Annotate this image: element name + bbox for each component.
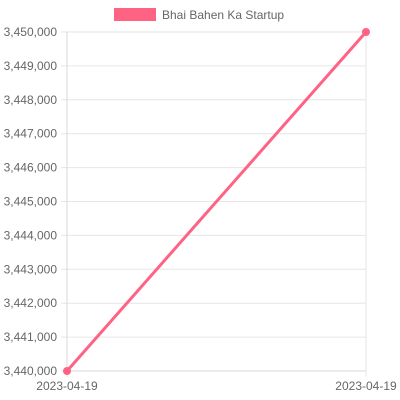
data-point[interactable] — [63, 367, 71, 375]
y-tick-label: 3,446,000 — [4, 161, 58, 175]
axes — [66, 32, 366, 372]
y-tick-label: 3,442,000 — [4, 296, 58, 310]
x-tick-label: 2023-04-19 — [36, 379, 98, 393]
y-tick-label: 3,447,000 — [4, 127, 58, 141]
legend-label[interactable]: Bhai Bahen Ka Startup — [162, 8, 284, 22]
data-point[interactable] — [362, 28, 370, 36]
y-tick-label: 3,440,000 — [4, 364, 58, 378]
y-tick-label: 3,448,000 — [4, 93, 58, 107]
x-tick-label: 2023-04-19 — [335, 379, 397, 393]
y-tick-label: 3,450,000 — [4, 25, 58, 39]
y-tick-label: 3,449,000 — [4, 59, 58, 73]
y-tick-label: 3,444,000 — [4, 228, 58, 242]
y-tick-label: 3,445,000 — [4, 195, 58, 209]
x-axis-ticks: 2023-04-19 2023-04-19 — [36, 379, 397, 393]
series-layer — [63, 28, 370, 375]
y-tick-label: 3,441,000 — [4, 330, 58, 344]
legend[interactable]: Bhai Bahen Ka Startup — [114, 8, 284, 22]
y-tick-label: 3,443,000 — [4, 262, 58, 276]
y-axis-ticks: 3,450,000 3,449,000 3,448,000 3,447,000 3,44… — [4, 25, 58, 378]
series-line — [65, 30, 368, 373]
legend-swatch[interactable] — [114, 8, 156, 21]
